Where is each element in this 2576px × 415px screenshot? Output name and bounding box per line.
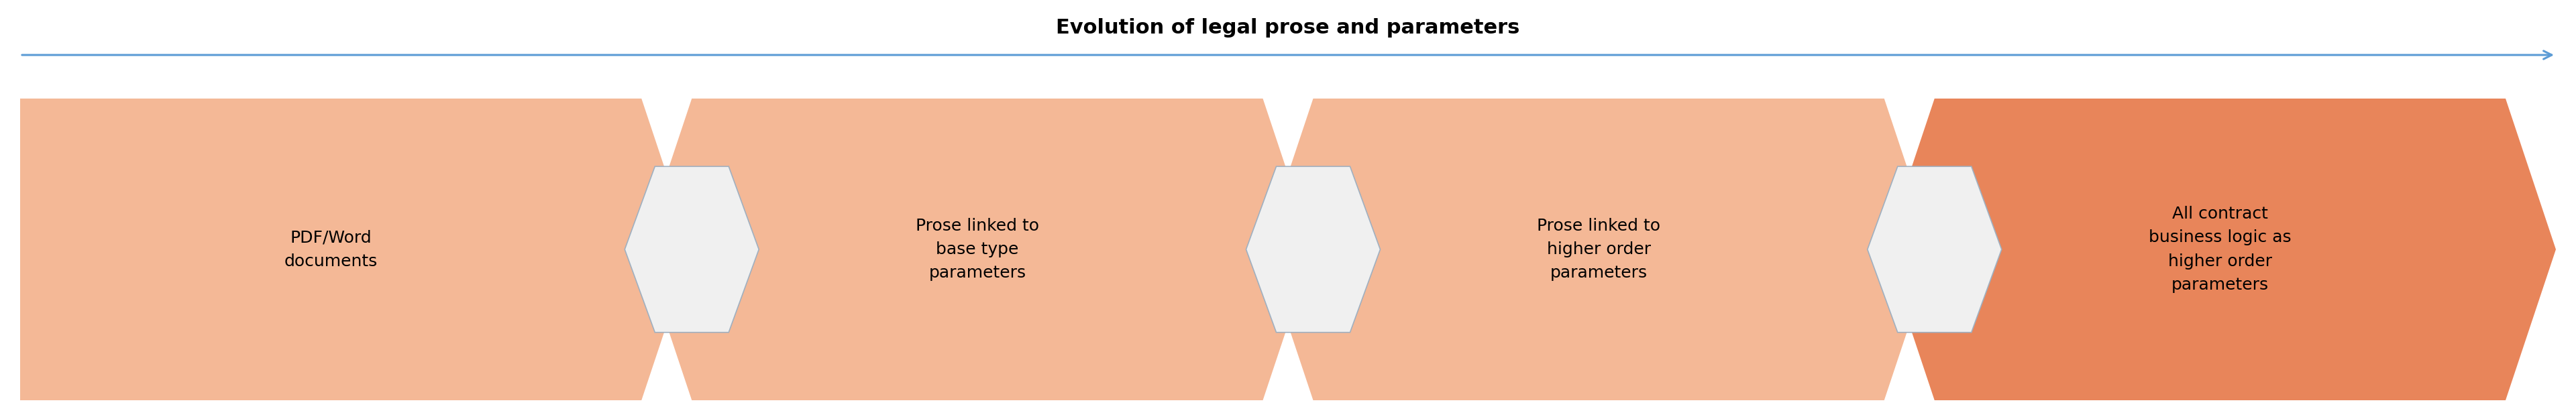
Text: Prose linked to
higher order
parameters: Prose linked to higher order parameters xyxy=(1538,217,1662,281)
Polygon shape xyxy=(641,98,1314,400)
Text: Evolution of legal prose and parameters: Evolution of legal prose and parameters xyxy=(1056,18,1520,38)
Polygon shape xyxy=(1868,166,2002,332)
Text: Computer
Science: Computer Science xyxy=(1280,234,1345,264)
Polygon shape xyxy=(626,166,760,332)
Text: Law: Law xyxy=(1922,243,1947,256)
Polygon shape xyxy=(1262,98,1935,400)
Text: PDF/Word
documents: PDF/Word documents xyxy=(283,229,379,269)
Text: All contract
business logic as
higher order
parameters: All contract business logic as higher or… xyxy=(2148,206,2293,293)
Polygon shape xyxy=(1247,166,1381,332)
Text: Computer
Science: Computer Science xyxy=(659,234,724,264)
Text: Prose linked to
base type
parameters: Prose linked to base type parameters xyxy=(914,217,1038,281)
Polygon shape xyxy=(21,98,693,400)
Polygon shape xyxy=(1883,98,2555,400)
